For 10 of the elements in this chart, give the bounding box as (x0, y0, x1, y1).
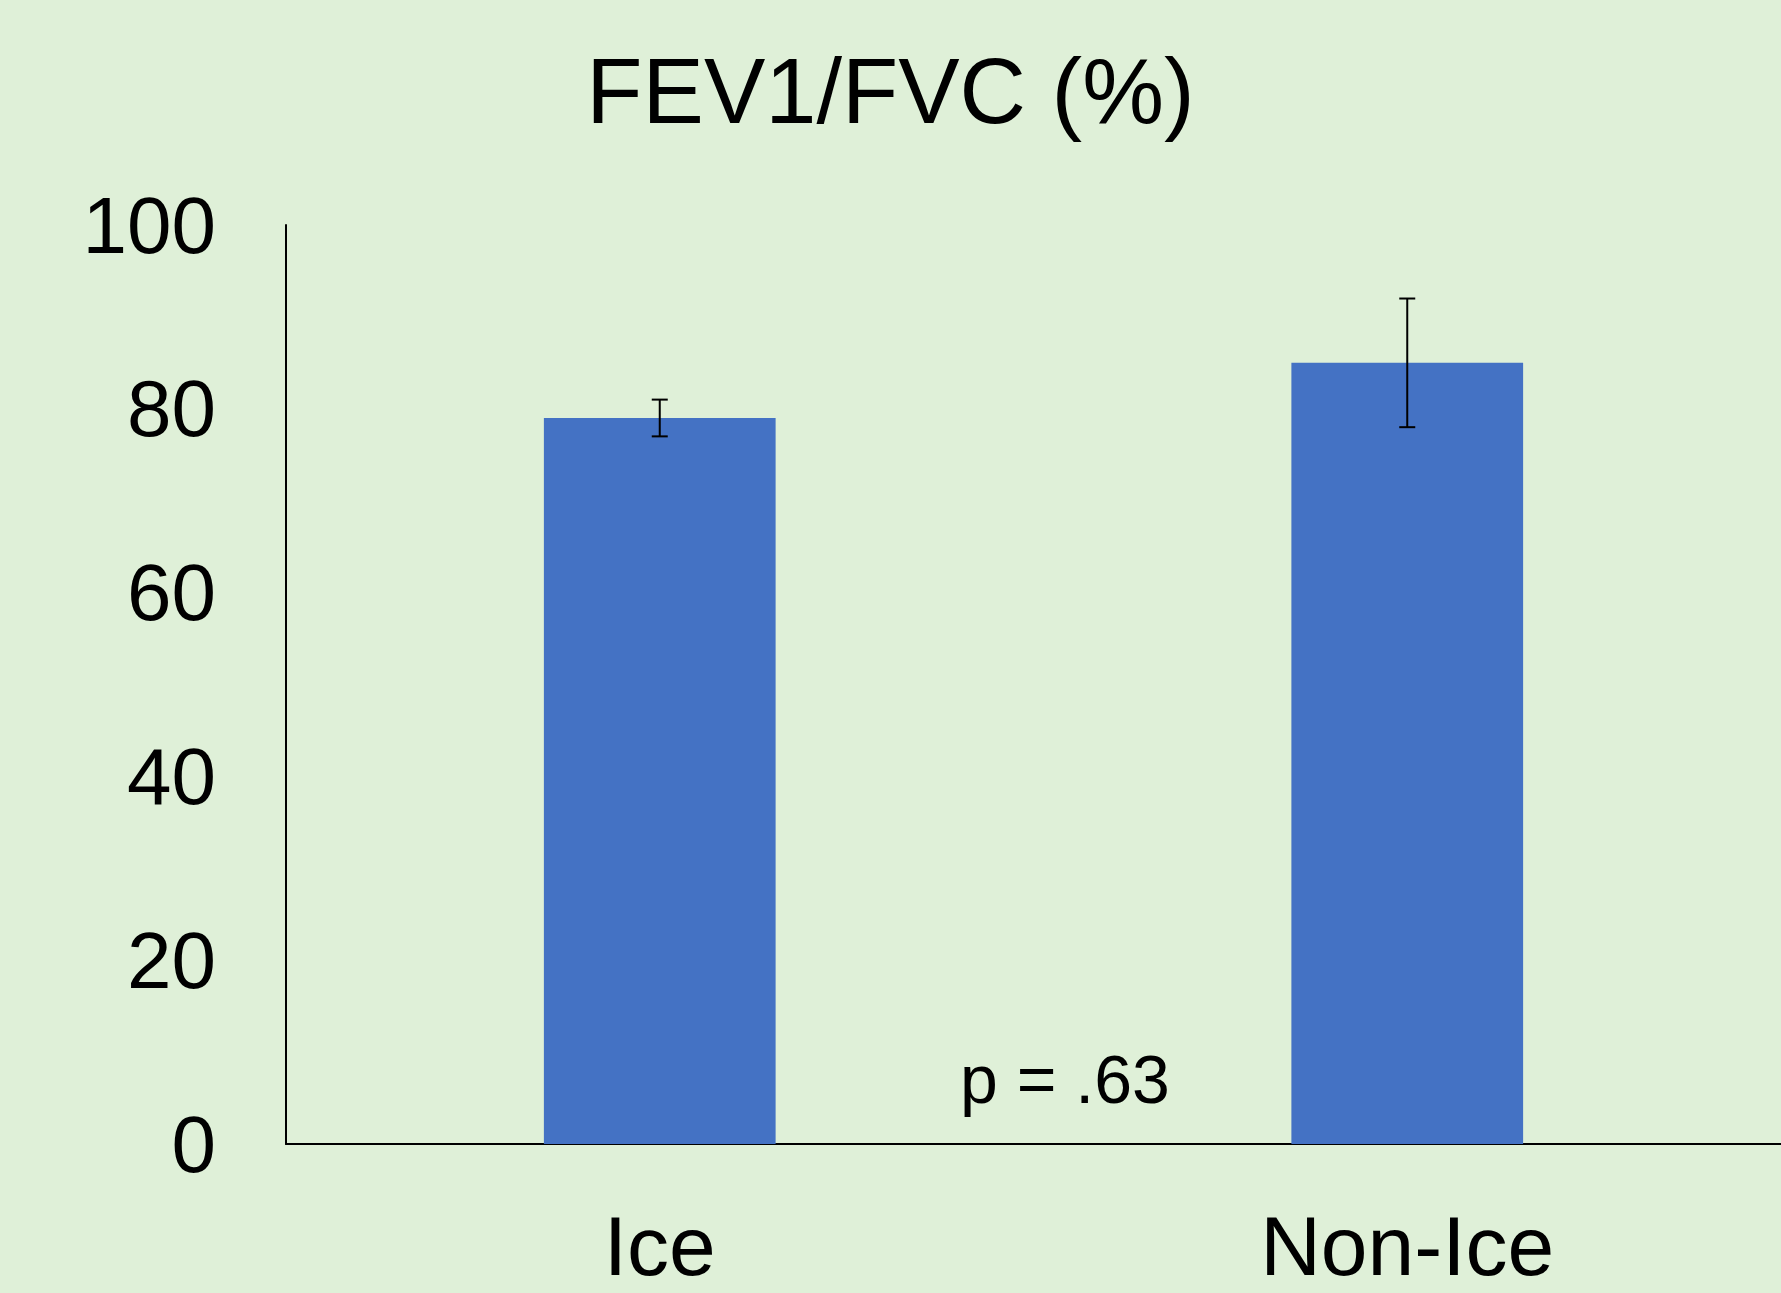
chart-title: FEV1/FVC (%) (586, 40, 1195, 142)
x-tick-label: Non-Ice (1260, 1199, 1555, 1293)
y-tick-label: 60 (127, 548, 216, 638)
x-tick-label: Ice (603, 1199, 716, 1293)
y-tick-label: 20 (127, 915, 216, 1005)
y-tick-label: 0 (171, 1099, 216, 1189)
annotation: p = .63 (960, 1041, 1170, 1117)
y-tick-label: 40 (127, 731, 216, 821)
y-tick-label: 80 (127, 364, 216, 454)
y-tick-label: 100 (82, 180, 216, 270)
